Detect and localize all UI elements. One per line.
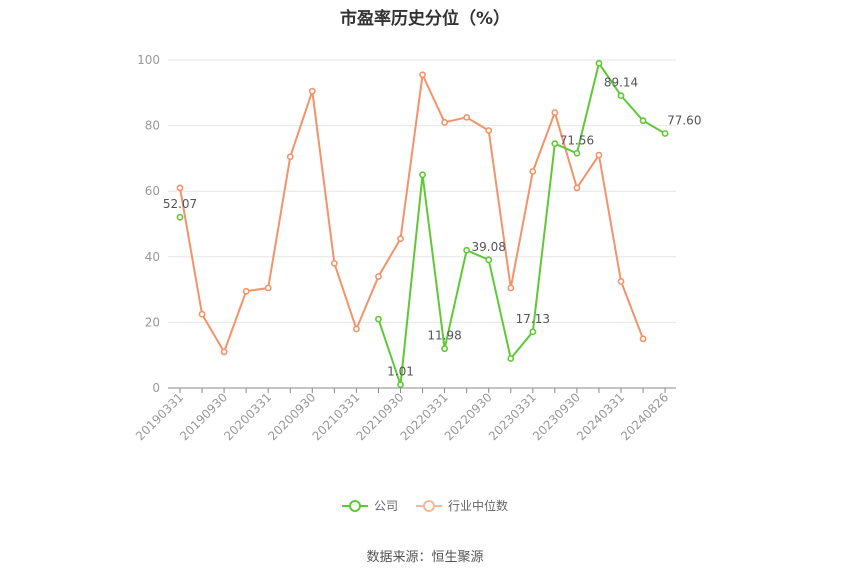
data-label: 77.60 xyxy=(667,113,701,127)
data-point-industry xyxy=(352,325,360,333)
data-point-industry xyxy=(551,109,559,116)
y-tick-label: 80 xyxy=(145,119,160,133)
data-point-industry xyxy=(176,184,184,192)
data-source: 数据来源：恒生聚源 xyxy=(366,550,484,565)
data-point-industry xyxy=(463,114,471,121)
data-point-company xyxy=(463,246,471,254)
data-label: 89.14 xyxy=(604,76,638,90)
y-tick-label: 0 xyxy=(152,381,160,395)
data-point-company xyxy=(507,355,515,362)
data-point-industry xyxy=(573,184,581,192)
data-point-industry xyxy=(595,151,603,159)
data-label: 11.98 xyxy=(427,329,461,343)
legend: 公司 行业中位数 xyxy=(0,497,850,514)
data-point-industry xyxy=(639,335,647,343)
series-line-industry xyxy=(179,73,644,353)
data-point-industry xyxy=(242,287,250,295)
data-point-industry xyxy=(441,118,448,126)
legend-company-swatch xyxy=(341,499,368,513)
data-point-industry xyxy=(397,235,404,243)
data-point-industry xyxy=(286,153,294,161)
series-line-company xyxy=(377,62,666,386)
data-point-company xyxy=(176,213,184,221)
x-tick-label: 20240826 xyxy=(618,390,671,443)
legend-industry-swatch xyxy=(416,499,442,513)
data-point-company xyxy=(529,328,537,336)
legend-item-industry[interactable]: 行业中位数 xyxy=(416,497,508,514)
y-tick-label: 20 xyxy=(145,315,160,329)
data-point-company xyxy=(419,171,426,179)
legend-item-company[interactable]: 公司 xyxy=(341,497,398,514)
data-label: 71.56 xyxy=(560,133,594,147)
y-tick-label: 100 xyxy=(137,53,160,67)
y-tick-label: 40 xyxy=(145,250,160,264)
data-label: 39.08 xyxy=(472,240,506,254)
data-point-industry xyxy=(264,284,272,292)
data-point-company xyxy=(375,315,382,323)
data-point-company xyxy=(661,130,669,137)
data-point-company xyxy=(397,381,404,389)
data-point-industry xyxy=(529,168,537,175)
data-point-company xyxy=(441,345,448,353)
data-point-industry xyxy=(485,127,493,134)
data-point-industry xyxy=(507,284,515,292)
data-point-company xyxy=(617,92,625,100)
data-point-company xyxy=(573,149,581,157)
data-point-company xyxy=(595,59,603,67)
data-point-company xyxy=(485,256,493,264)
y-tick-label: 60 xyxy=(145,184,160,198)
legend-industry-label: 行业中位数 xyxy=(448,499,509,513)
data-point-industry xyxy=(330,259,338,267)
data-point-company xyxy=(639,117,647,125)
data-point-industry xyxy=(308,87,316,95)
data-label: 1.01 xyxy=(387,365,414,379)
data-point-company xyxy=(551,140,559,148)
data-point-industry xyxy=(617,277,625,285)
data-point-industry xyxy=(198,310,206,318)
legend-company-label: 公司 xyxy=(373,499,398,513)
data-label: 52.07 xyxy=(163,197,197,211)
data-point-industry xyxy=(375,273,382,280)
data-label: 17.13 xyxy=(516,312,550,326)
chart-title: 市盈率历史分位（%） xyxy=(339,9,511,29)
data-point-industry xyxy=(220,348,228,356)
data-point-industry xyxy=(419,71,426,79)
